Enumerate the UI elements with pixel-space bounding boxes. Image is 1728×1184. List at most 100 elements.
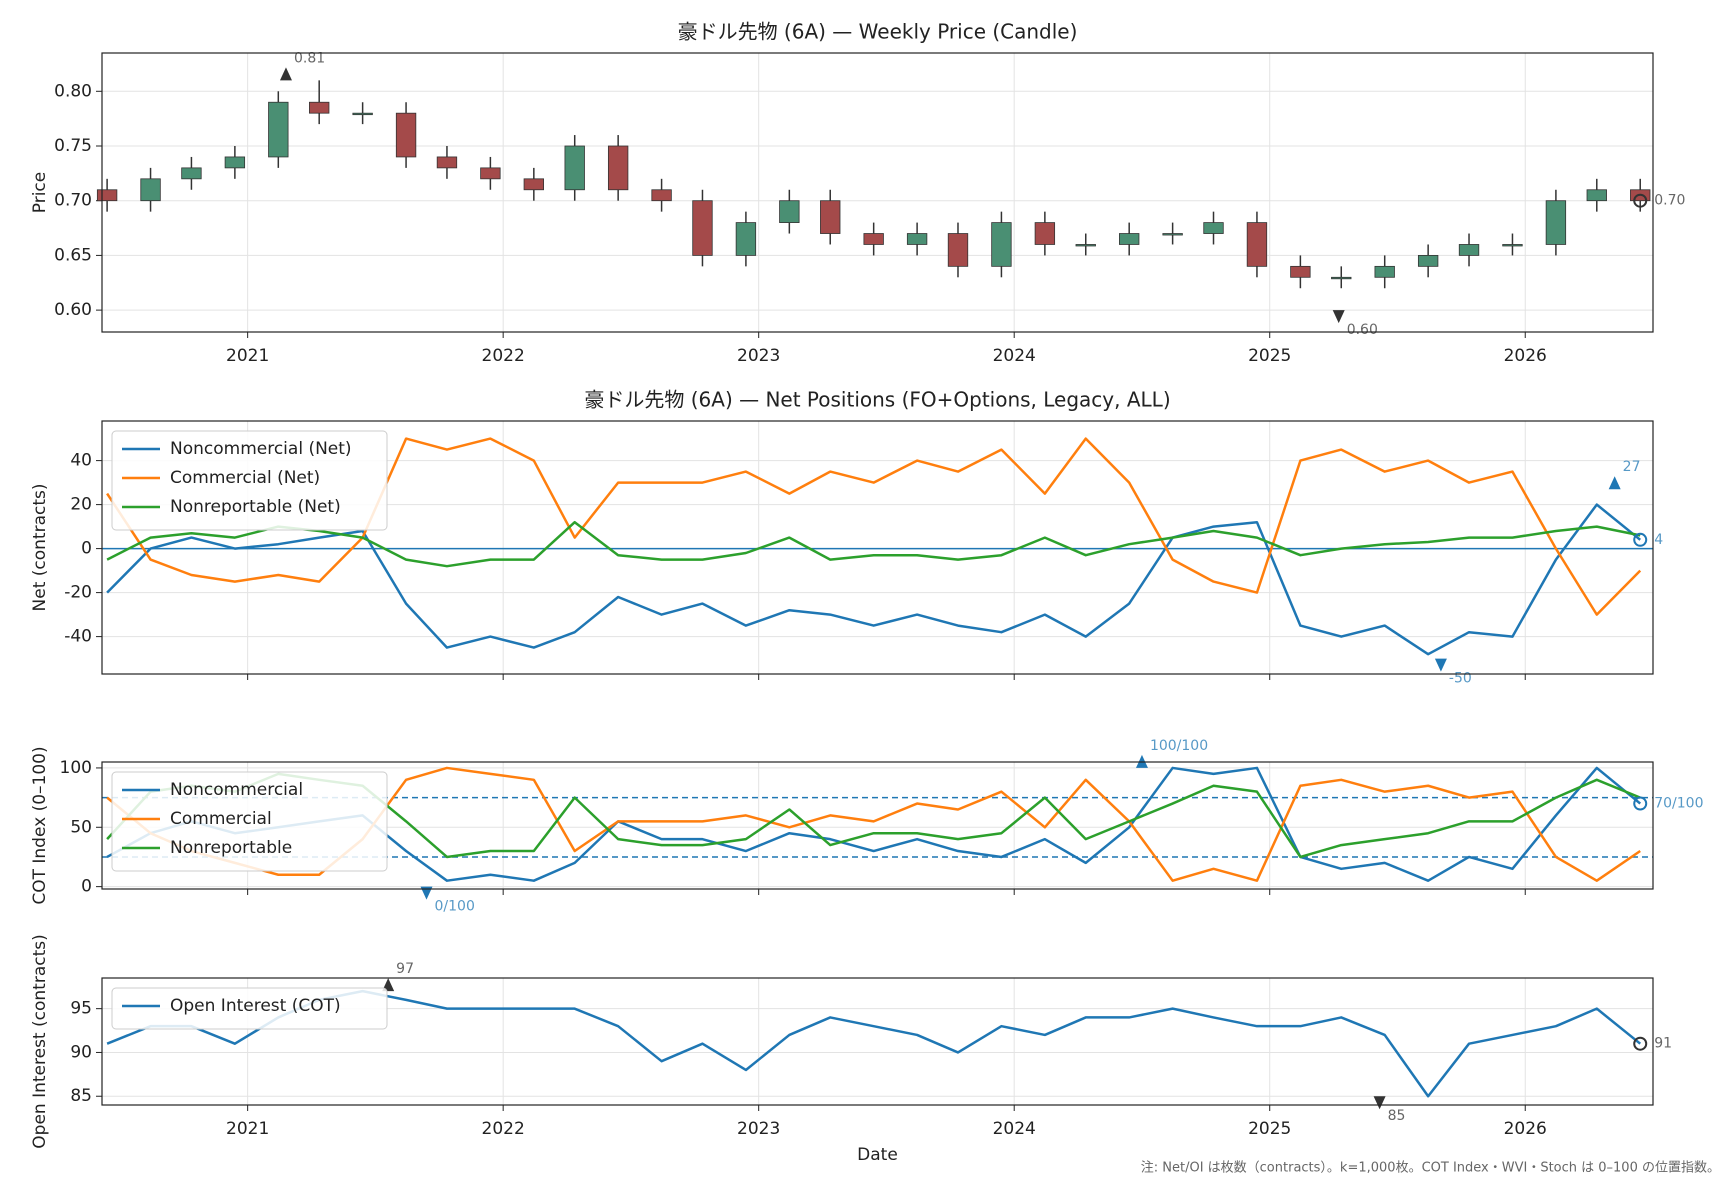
candle-body (991, 222, 1012, 267)
annotation-label: 70/100 (1654, 796, 1703, 812)
annotation-label: 0.70 (1654, 193, 1685, 209)
y-tick-label: 90 (70, 1042, 92, 1062)
legend-label: Nonreportable (170, 838, 292, 858)
annotation-label: 4 (1654, 532, 1663, 548)
annotation-label: 0.81 (294, 50, 325, 66)
annotation-label: 0/100 (435, 899, 475, 915)
legend-box (111, 987, 388, 1030)
candle-body (1075, 244, 1096, 247)
plot-frame (101, 977, 1654, 1106)
x-tick-label: 2024 (993, 1119, 1036, 1139)
candle-body (1331, 276, 1352, 280)
candle-body (1119, 233, 1140, 245)
candle-body (564, 145, 585, 191)
candle-body (1162, 233, 1183, 236)
candle-body (352, 112, 373, 116)
x-tick-label: 2022 (482, 346, 525, 366)
footnote: 注: Net/OI は枚数（contracts）。k=1,000枚。COT In… (1141, 1161, 1720, 1176)
candle-body (224, 156, 246, 169)
annotation-label: 0.60 (1347, 322, 1378, 338)
last-marker (1633, 193, 1648, 208)
candle-body (1203, 222, 1224, 234)
annotation-label: 85 (1388, 1108, 1406, 1124)
series-line (106, 520, 1641, 568)
annotation-label: 97 (396, 961, 414, 977)
candle-body (1502, 244, 1523, 247)
y-tick-label: 0.65 (54, 245, 92, 265)
legend: Open Interest (COT) (111, 987, 388, 1030)
candle-body (651, 189, 672, 202)
candle-body (906, 233, 928, 245)
annotation-label: -50 (1449, 671, 1472, 687)
last-marker (1633, 532, 1648, 547)
low-marker (420, 886, 433, 900)
candle-body (735, 222, 757, 256)
panel-title: 豪ドル先物 (6A) — Weekly Price (Candle) (678, 20, 1078, 44)
y-tick-label: 95 (70, 999, 92, 1019)
candle-body (96, 189, 118, 202)
x-tick-label: 2025 (1248, 1119, 1291, 1139)
y-axis-label: COT Index (0–100) (30, 746, 50, 904)
candle-body (1545, 200, 1567, 245)
y-tick-label: 100 (60, 758, 92, 778)
y-tick-label: -40 (64, 627, 92, 647)
candle-body (1586, 189, 1607, 202)
low-marker (1434, 658, 1447, 672)
y-tick-label: 0.60 (54, 300, 92, 320)
low-marker (1332, 310, 1345, 324)
legend-label: Commercial (Net) (170, 468, 320, 488)
y-tick-label: 0 (81, 877, 92, 897)
last-marker (1633, 796, 1648, 811)
panel-title: 豪ドル先物 (6A) — Net Positions (FO+Options, … (584, 388, 1170, 412)
high-marker (382, 978, 395, 992)
series-line (106, 503, 1642, 656)
legend: Noncommercial Commercial Nonreportable (111, 771, 388, 872)
y-tick-label: 0.75 (54, 136, 92, 156)
plot-frame (101, 420, 1654, 675)
candle-body (309, 101, 330, 114)
x-tick-label: 2021 (226, 1119, 269, 1139)
candle-body (395, 112, 417, 158)
candle-body (863, 233, 884, 245)
y-tick-label: -20 (64, 583, 92, 603)
last-marker (1633, 1036, 1648, 1051)
legend: Noncommercial (Net) Commercial (Net) Nonre… (111, 430, 388, 531)
candle-body (140, 178, 161, 202)
y-tick-label: 40 (70, 451, 92, 471)
y-tick-label: 20 (70, 495, 92, 515)
legend-label: Open Interest (COT) (170, 996, 341, 1016)
candle-body (436, 156, 458, 169)
y-tick-label: 50 (70, 817, 92, 837)
legend-label: Nonreportable (Net) (170, 497, 341, 517)
candle-body (268, 101, 289, 158)
y-axis-label: Open Interest (contracts) (30, 934, 50, 1148)
legend-label: Noncommercial (Net) (170, 439, 352, 459)
high-marker (279, 67, 292, 81)
annotation-label: 100/100 (1150, 738, 1208, 754)
legend-label: Noncommercial (170, 780, 303, 800)
y-tick-label: 85 (70, 1086, 92, 1106)
x-tick-label: 2022 (482, 1119, 525, 1139)
legend-box (111, 771, 388, 872)
candle-body (779, 200, 800, 223)
legend-box (111, 430, 388, 531)
candle-body (1374, 265, 1395, 278)
x-tick-label: 2026 (1504, 346, 1547, 366)
candle-body (1034, 222, 1056, 245)
candle-body (1458, 244, 1480, 256)
x-tick-label: 2026 (1504, 1119, 1547, 1139)
x-tick-label: 2025 (1248, 346, 1291, 366)
candle-body (947, 233, 969, 267)
candle-body (820, 200, 841, 234)
candle-body (523, 178, 545, 191)
x-axis-label: Date (857, 1145, 898, 1165)
plot-frame (101, 761, 1654, 890)
candle-body (181, 167, 202, 180)
high-marker (1608, 476, 1621, 490)
x-tick-label: 2023 (737, 1119, 780, 1139)
annotation-label: 91 (1654, 1036, 1672, 1052)
candle-body (480, 167, 501, 180)
y-axis-label: Price (30, 172, 50, 213)
x-tick-label: 2023 (737, 346, 780, 366)
